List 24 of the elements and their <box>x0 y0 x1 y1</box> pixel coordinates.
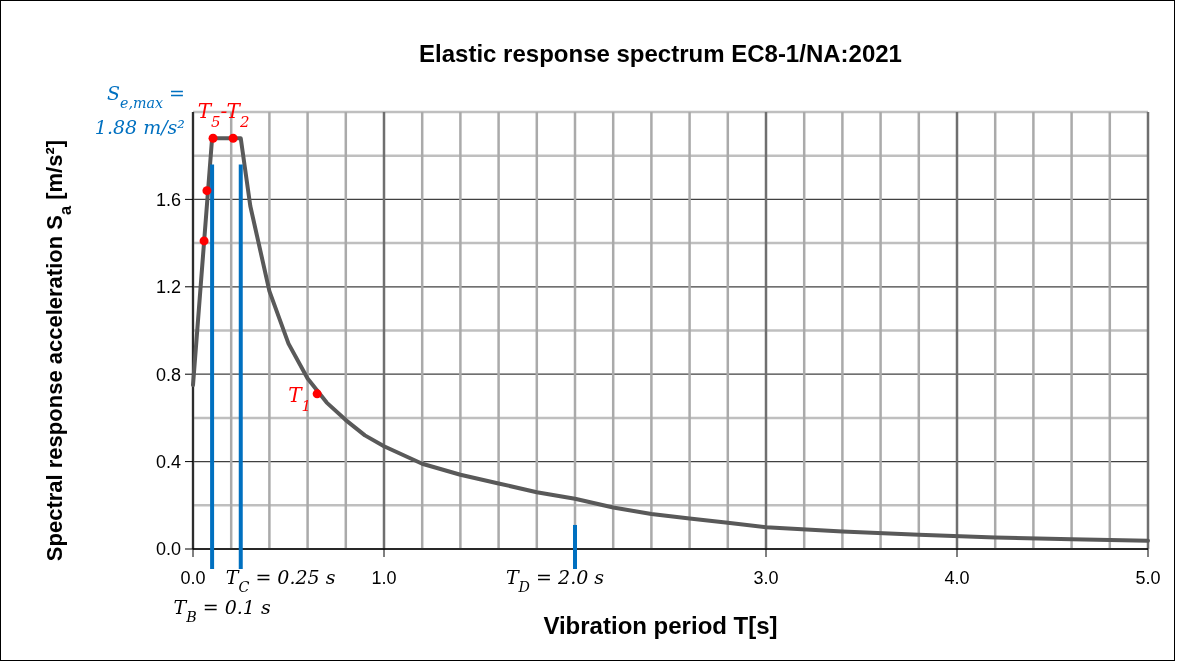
ref-line-label: T$_{B}$ = 0.1 s <box>173 596 271 625</box>
ref-line-label: T$_{C}$ = 0.25 s <box>225 566 336 595</box>
y-tick-label: 1.2 <box>155 277 181 298</box>
point <box>208 133 218 143</box>
y-tick-label: 0.4 <box>155 451 181 472</box>
x-tick-label: 4.0 <box>944 568 970 588</box>
x-axis-title: Vibration period T[s] <box>543 612 778 639</box>
x-tick-label: 5.0 <box>1135 568 1161 588</box>
annotation: T$_{1}$ <box>288 382 312 415</box>
text: 1.88 m/s² <box>94 116 185 138</box>
x-tick-label: 0.0 <box>180 568 206 588</box>
x-tick-label: 3.0 <box>753 568 779 588</box>
chart-title: Elastic response spectrum EC8-1/NA:2021 <box>419 40 902 67</box>
y-tick-label: 0.8 <box>155 364 181 385</box>
y-tick-label: 1.6 <box>155 189 181 210</box>
point <box>202 186 212 196</box>
text: S$_{e,max}$ = <box>106 82 185 111</box>
point <box>199 236 209 246</box>
point <box>312 389 322 399</box>
annotation: T$_{5}$-T$_{2}$ <box>197 99 250 132</box>
x-tick-label: 1.0 <box>371 568 397 588</box>
ref-line-label: T$_{D}$ = 2.0 s <box>505 566 605 595</box>
point <box>228 133 238 143</box>
y-tick-label: 0.0 <box>155 539 181 560</box>
